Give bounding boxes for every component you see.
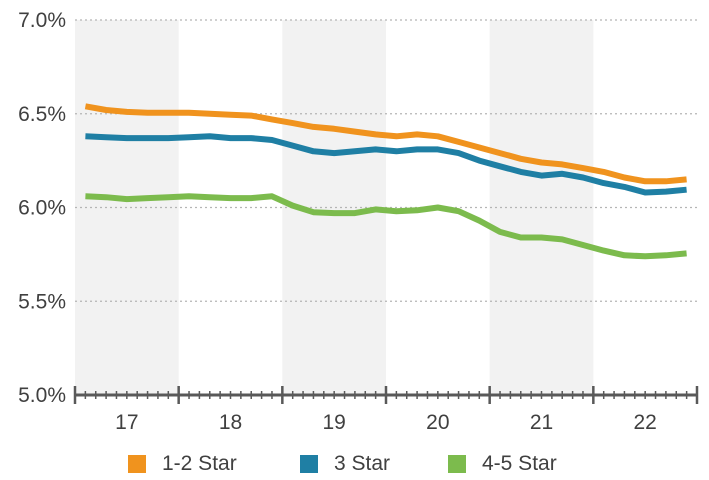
x-axis bbox=[73, 386, 699, 404]
x-tick-label-19: 19 bbox=[322, 411, 345, 434]
series-line-1-2-star bbox=[84, 103, 687, 185]
legend-label-3-star: 3 Star bbox=[334, 452, 391, 475]
legend: 1-2 Star 3 Star 4-5 Star bbox=[0, 448, 709, 480]
legend-item-3-star: 3 Star bbox=[300, 448, 390, 480]
legend-label-4-5-star: 4-5 Star bbox=[482, 452, 557, 475]
y-tick-label: 6.5% bbox=[18, 103, 66, 126]
y-tick-label: 5.5% bbox=[18, 290, 66, 313]
series-line-4-5-star bbox=[85, 193, 687, 260]
y-axis-tick-labels: 5.0% 5.5% 6.0% 6.5% 7.0% bbox=[18, 9, 66, 407]
y-tick-label: 7.0% bbox=[18, 9, 66, 32]
legend-swatch-1-2-star bbox=[128, 455, 146, 473]
legend-item-4-5-star: 4-5 Star bbox=[448, 448, 557, 480]
x-tick-label-17: 17 bbox=[115, 411, 138, 434]
x-axis-tick-labels: 17 18 19 20 21 22 bbox=[115, 411, 657, 434]
legend-swatch-3-star bbox=[300, 455, 318, 473]
legend-label-1-2-star: 1-2 Star bbox=[162, 452, 237, 475]
x-tick-label-22: 22 bbox=[633, 411, 656, 434]
y-tick-label: 6.0% bbox=[18, 197, 66, 220]
x-tick-label-21: 21 bbox=[530, 411, 553, 434]
line-chart: 5.0% 5.5% 6.0% 6.5% 7.0% 17 18 19 20 21 22 bbox=[18, 9, 699, 434]
legend-item-1-2-star: 1-2 Star bbox=[128, 448, 237, 480]
series-line-3-star bbox=[85, 133, 687, 196]
x-tick-label-18: 18 bbox=[219, 411, 242, 434]
y-tick-label: 5.0% bbox=[18, 384, 66, 407]
series-lines bbox=[84, 103, 687, 260]
x-tick-label-20: 20 bbox=[426, 411, 449, 434]
legend-swatch-4-5-star bbox=[448, 455, 466, 473]
